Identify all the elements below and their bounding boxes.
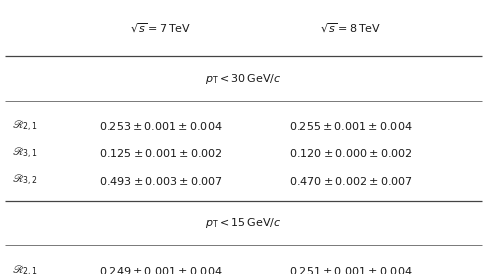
Text: $0.249 \pm 0.001 \pm 0.004$: $0.249 \pm 0.001 \pm 0.004$ (99, 265, 223, 274)
Text: $\sqrt{s} = 7\,\mathrm{TeV}$: $\sqrt{s} = 7\,\mathrm{TeV}$ (130, 22, 191, 35)
Text: $0.251 \pm 0.001 \pm 0.004$: $0.251 \pm 0.001 \pm 0.004$ (289, 265, 412, 274)
Text: $\mathscr{R}_{2,1}$: $\mathscr{R}_{2,1}$ (12, 264, 38, 274)
Text: $\mathscr{R}_{3,1}$: $\mathscr{R}_{3,1}$ (12, 146, 38, 161)
Text: $0.470 \pm 0.002 \pm 0.007$: $0.470 \pm 0.002 \pm 0.007$ (289, 175, 412, 187)
Text: $0.120 \pm 0.000 \pm 0.002$: $0.120 \pm 0.000 \pm 0.002$ (289, 147, 412, 159)
Text: $0.255 \pm 0.001 \pm 0.004$: $0.255 \pm 0.001 \pm 0.004$ (289, 120, 412, 132)
Text: $0.125 \pm 0.001 \pm 0.002$: $0.125 \pm 0.001 \pm 0.002$ (99, 147, 223, 159)
Text: $0.253 \pm 0.001 \pm 0.004$: $0.253 \pm 0.001 \pm 0.004$ (99, 120, 223, 132)
Text: $p_{\mathrm{T}} < 30\,\mathrm{GeV}/c$: $p_{\mathrm{T}} < 30\,\mathrm{GeV}/c$ (205, 72, 282, 87)
Text: $0.493 \pm 0.003 \pm 0.007$: $0.493 \pm 0.003 \pm 0.007$ (99, 175, 223, 187)
Text: $p_{\mathrm{T}} < 15\,\mathrm{GeV}/c$: $p_{\mathrm{T}} < 15\,\mathrm{GeV}/c$ (205, 216, 282, 230)
Text: $\sqrt{s} = 8\,\mathrm{TeV}$: $\sqrt{s} = 8\,\mathrm{TeV}$ (320, 22, 381, 35)
Text: $\mathscr{R}_{2,1}$: $\mathscr{R}_{2,1}$ (12, 118, 38, 134)
Text: $\mathscr{R}_{3,2}$: $\mathscr{R}_{3,2}$ (12, 173, 38, 189)
